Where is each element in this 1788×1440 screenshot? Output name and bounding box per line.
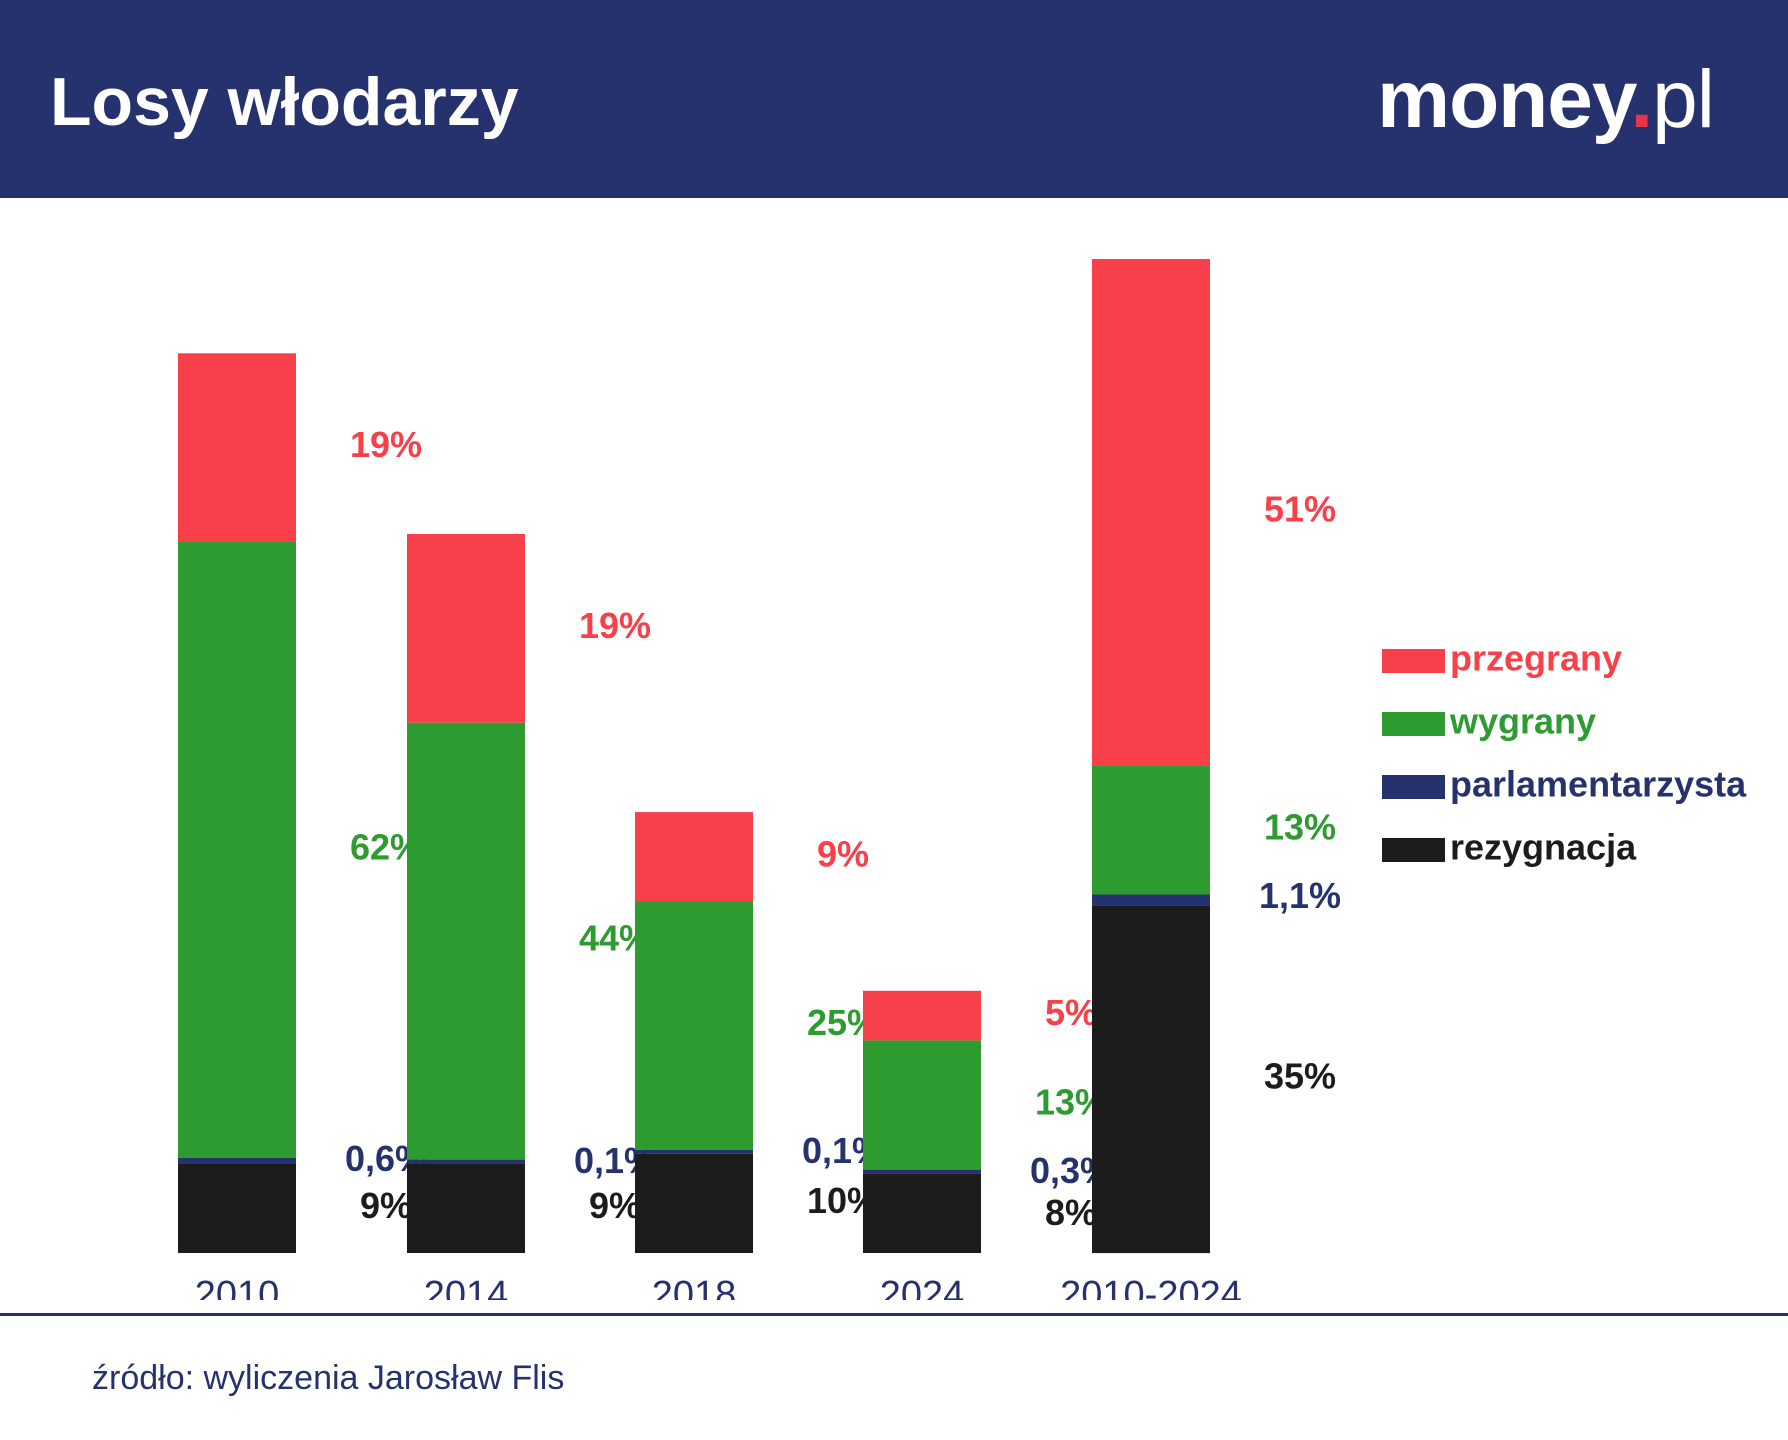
data-label-przegrany-2010: 19% [350,424,422,465]
legend-swatch-wygrany [1382,712,1445,736]
data-label-rezygnacja-2010-2024: 35% [1264,1056,1336,1097]
bar-przegrany-2014 [407,534,525,723]
data-label-przegrany-2024: 5% [1045,992,1097,1033]
data-label-parlamentarzysta-2010-2024: 1,1% [1259,875,1341,916]
stacked-bar-chart: 19%62%0,6%9%201019%44%0,1%9%20149%25%0,1… [178,259,1747,1300]
bar-wygrany-2024 [863,1040,981,1170]
legend-label-wygrany: wygrany [1449,701,1596,742]
category-label-2018: 2018 [652,1274,737,1300]
legend-label-rezygnacja: rezygnacja [1450,827,1637,868]
page-title: Losy włodarzy [50,64,519,140]
category-label-2010: 2010 [195,1274,280,1300]
bar-rezygnacja-2010 [178,1163,296,1253]
data-label-przegrany-2018: 9% [817,833,869,874]
data-label-rezygnacja-2024: 8% [1045,1192,1097,1233]
data-label-rezygnacja-2010: 9% [360,1185,412,1226]
legend-label-przegrany: przegrany [1450,638,1622,679]
header-bar: Losy włodarzy money.pl [0,0,1788,198]
legend-label-parlamentarzysta: parlamentarzysta [1450,764,1747,805]
money-pl-logo: money.pl [1377,52,1715,148]
data-label-wygrany-2010-2024: 13% [1264,806,1336,847]
footer-divider [0,1313,1788,1316]
legend-swatch-parlamentarzysta [1382,775,1445,799]
logo-main: money [1377,54,1631,145]
data-label-rezygnacja-2014: 9% [589,1185,641,1226]
data-label-przegrany-2010-2024: 51% [1264,489,1336,530]
bar-wygrany-2010 [178,542,296,1158]
logo-suffix: pl [1652,54,1715,145]
logo-dot: . [1630,54,1653,145]
bar-parlamentarzysta-2018 [635,1149,753,1154]
source-note: źródło: wyliczenia Jarosław Flis [92,1359,565,1397]
category-label-2010-2024: 2010-2024 [1060,1274,1242,1300]
data-label-przegrany-2014: 19% [579,605,651,646]
bar-przegrany-2010-2024 [1092,259,1210,766]
legend-swatch-przegrany [1382,649,1445,673]
legend-swatch-rezygnacja [1382,838,1445,862]
bar-parlamentarzysta-2014 [407,1159,525,1164]
bar-wygrany-2018 [635,901,753,1150]
bar-wygrany-2010-2024 [1092,765,1210,895]
bar-rezygnacja-2018 [635,1153,753,1253]
category-label-2024: 2024 [880,1274,965,1300]
category-label-2014: 2014 [424,1274,509,1300]
bar-parlamentarzysta-2010-2024 [1092,894,1210,906]
bar-rezygnacja-2024 [863,1173,981,1253]
bar-rezygnacja-2014 [407,1163,525,1253]
bar-parlamentarzysta-2024 [863,1169,981,1174]
bar-przegrany-2010 [178,353,296,542]
bar-rezygnacja-2010-2024 [1092,905,1210,1254]
bar-wygrany-2014 [407,722,525,1160]
bar-parlamentarzysta-2010 [178,1157,296,1164]
bar-przegrany-2024 [863,990,981,1041]
bar-przegrany-2018 [635,812,753,902]
